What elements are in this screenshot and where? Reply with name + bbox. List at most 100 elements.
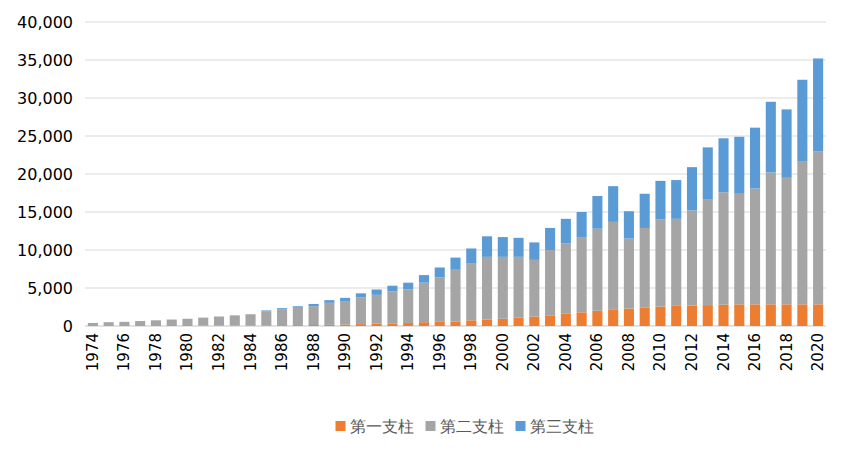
grid — [85, 22, 826, 326]
bar-segment — [577, 312, 587, 326]
bar-segment — [782, 178, 792, 305]
x-tick-label: 2018 — [778, 333, 796, 371]
bar-segment — [198, 317, 208, 318]
x-tick-label: 2002 — [525, 333, 543, 371]
bar-segment — [561, 219, 571, 243]
bar-segment — [340, 302, 350, 325]
bar-segment — [277, 309, 287, 325]
bar-segment — [577, 212, 587, 237]
bar-segment — [435, 267, 445, 277]
bar-segment — [750, 188, 760, 304]
y-tick-label: 20,000 — [17, 165, 73, 184]
legend-label: 第二支柱 — [440, 417, 504, 436]
bar-segment — [293, 308, 303, 325]
bar-segment — [309, 304, 319, 306]
grid-line — [85, 22, 826, 23]
bar-segment — [766, 172, 776, 304]
bar-segment — [419, 283, 429, 323]
bar-segment — [687, 167, 697, 210]
grid-line — [85, 174, 826, 175]
bar-segment — [608, 309, 618, 326]
bar-segment — [482, 236, 492, 257]
x-tick-label: 2012 — [683, 333, 701, 371]
bar-segment — [245, 314, 255, 315]
x-tick-label: 1990 — [336, 333, 354, 371]
bar-segment — [592, 196, 602, 229]
bar-segment — [356, 293, 366, 297]
bar-segment — [640, 228, 650, 307]
bar-segment — [466, 320, 476, 326]
x-tick-label: 1988 — [305, 333, 323, 371]
bar-segment — [750, 304, 760, 326]
bar-segment — [671, 306, 681, 326]
grid-line — [85, 98, 826, 99]
x-tick-label: 1996 — [431, 333, 449, 371]
bar-segment — [387, 291, 397, 323]
bar-segment — [766, 102, 776, 173]
bar-segment — [640, 194, 650, 228]
bar-segment — [766, 304, 776, 326]
bar-segment — [403, 283, 413, 290]
x-tick-label: 2006 — [588, 333, 606, 371]
bar-segment — [419, 275, 429, 283]
bar-segment — [687, 305, 697, 326]
bar-segment — [151, 320, 161, 321]
bar-segment — [104, 322, 114, 326]
grid-line — [85, 250, 826, 251]
bar-segment — [498, 319, 508, 326]
legend-label: 第三支柱 — [530, 417, 594, 436]
x-tick-label: 1986 — [273, 333, 291, 371]
bar-segment — [545, 228, 555, 250]
bar-segment — [608, 222, 618, 309]
bar-segment — [167, 319, 177, 320]
bar-segment — [703, 305, 713, 326]
bar-segment — [671, 180, 681, 219]
bar-segment — [450, 270, 460, 322]
x-tick-label: 2020 — [809, 333, 827, 371]
bar-segment — [182, 318, 192, 319]
x-tick-label: 1998 — [462, 333, 480, 371]
bar-segment — [734, 194, 744, 305]
bar-segment — [119, 322, 129, 326]
bar-segment — [245, 314, 255, 325]
bar-segment — [372, 295, 382, 324]
bar-segment — [655, 181, 665, 220]
bar-segment — [734, 137, 744, 194]
bar-segment — [151, 320, 161, 326]
grid-line — [85, 60, 826, 61]
bar-segment — [624, 239, 634, 309]
bar-segment — [135, 321, 145, 322]
bar-segment — [624, 309, 634, 326]
bar-segment — [687, 210, 697, 305]
bar-segment — [529, 242, 539, 259]
bar-segment — [592, 311, 602, 326]
bar-segment — [277, 308, 287, 309]
bar-segment — [182, 319, 192, 326]
x-tick-label: 2004 — [557, 333, 575, 371]
bar-segment — [403, 323, 413, 326]
bar-segment — [482, 257, 492, 320]
legend-swatch — [426, 421, 436, 431]
bar-segment — [561, 314, 571, 326]
bar-segment — [813, 304, 823, 326]
bar-segment — [734, 304, 744, 326]
y-tick-label: 40,000 — [17, 13, 73, 32]
bar-segment — [214, 317, 224, 326]
bar-segment — [797, 80, 807, 161]
bar-segment — [498, 257, 508, 319]
bar-segment — [324, 325, 334, 326]
x-tick-label: 1984 — [242, 333, 260, 371]
x-tick-label: 2014 — [715, 333, 733, 371]
bar-segment — [104, 322, 114, 323]
bar-segment — [387, 286, 397, 292]
x-tick-label: 2010 — [651, 333, 669, 371]
bar-segment — [135, 321, 145, 326]
bar-segment — [655, 307, 665, 326]
x-tick-label: 1982 — [210, 333, 228, 371]
y-tick-label: 5,000 — [27, 279, 73, 298]
bar-segment — [782, 109, 792, 177]
bar-segment — [482, 320, 492, 326]
y-tick-label: 15,000 — [17, 203, 73, 222]
bar-segment — [624, 211, 634, 238]
bar-segment — [750, 128, 760, 189]
